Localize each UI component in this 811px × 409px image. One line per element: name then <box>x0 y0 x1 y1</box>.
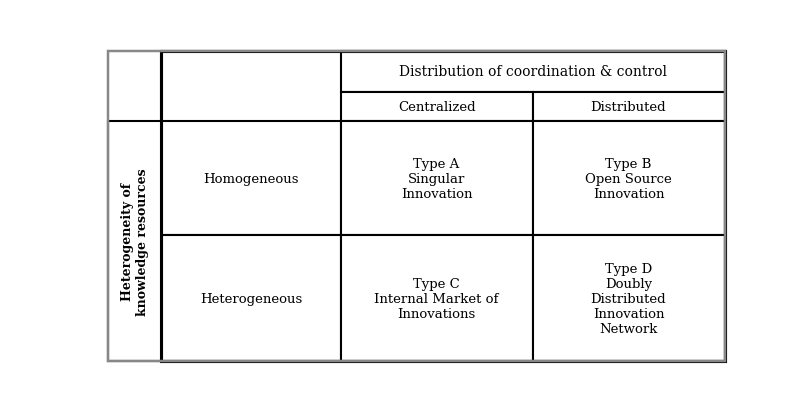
Text: Heterogeneity of
knowledge resources: Heterogeneity of knowledge resources <box>120 168 148 315</box>
Bar <box>341 52 723 92</box>
Text: Distributed: Distributed <box>590 101 666 113</box>
Text: Heterogeneous: Heterogeneous <box>200 292 302 305</box>
Text: Centralized: Centralized <box>397 101 474 113</box>
Bar <box>532 92 723 121</box>
Text: Homogeneous: Homogeneous <box>203 172 298 185</box>
Text: Type D
Doubly
Distributed
Innovation
Network: Type D Doubly Distributed Innovation Net… <box>590 262 666 335</box>
Text: Distribution of coordination & control: Distribution of coordination & control <box>398 65 666 79</box>
Bar <box>161 236 341 361</box>
Bar <box>532 236 723 361</box>
Bar <box>341 236 532 361</box>
Bar <box>108 121 161 361</box>
Bar <box>161 121 341 236</box>
Bar <box>532 121 723 236</box>
Bar <box>341 92 532 121</box>
Bar <box>341 121 532 236</box>
Text: Type C
Internal Market of
Innovations: Type C Internal Market of Innovations <box>374 277 498 320</box>
Text: Type A
Singular
Innovation: Type A Singular Innovation <box>401 157 472 200</box>
Bar <box>161 52 723 361</box>
Text: Type B
Open Source
Innovation: Type B Open Source Innovation <box>585 157 671 200</box>
